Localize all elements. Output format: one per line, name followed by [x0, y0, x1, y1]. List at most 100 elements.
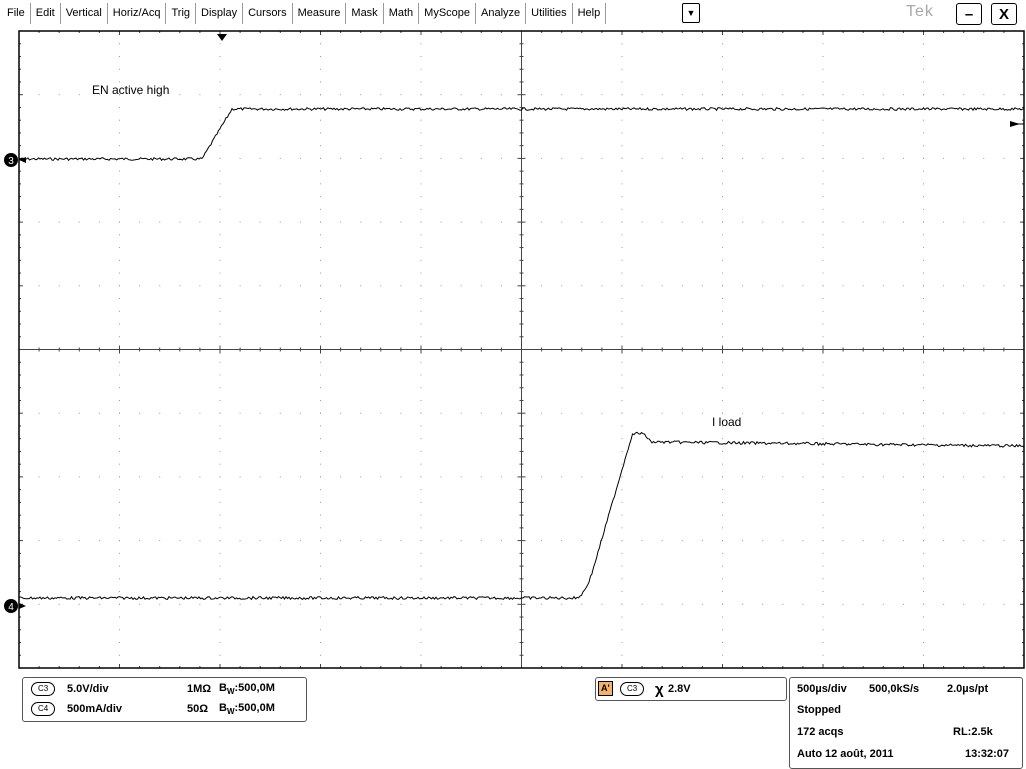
- close-button[interactable]: X: [991, 3, 1017, 25]
- grid-dot: [98, 221, 100, 223]
- grid-dot: [119, 654, 120, 656]
- grid-dot: [701, 412, 703, 414]
- chevron-down-icon[interactable]: ▼: [682, 3, 700, 23]
- grid-dot: [420, 450, 422, 452]
- grid-dot: [299, 603, 301, 605]
- grid-dot: [380, 412, 382, 414]
- grid-dot: [420, 247, 422, 249]
- trigger-position-icon[interactable]: [217, 34, 227, 41]
- datetime-row: Auto 12 août, 2011 13:32:07: [790, 745, 1022, 763]
- grid-dot: [279, 412, 281, 414]
- grid-dot: [259, 603, 261, 605]
- grid-dot: [320, 247, 321, 249]
- grid-dot: [722, 81, 723, 83]
- grid-dot: [701, 476, 703, 478]
- grid-dot: [923, 157, 924, 159]
- ch3-ground-marker[interactable]: 3: [4, 153, 18, 167]
- trigger-mode-badge: A': [598, 681, 613, 696]
- menu-item-help[interactable]: Help: [573, 3, 607, 24]
- grid-dot: [1003, 476, 1005, 478]
- grid-dot: [320, 361, 321, 363]
- grid-dot: [179, 94, 181, 96]
- grid-dot: [219, 425, 221, 427]
- grid-dot: [661, 603, 663, 605]
- grid-dot: [822, 234, 824, 236]
- grid-dot: [923, 654, 924, 656]
- grid-dot: [139, 412, 141, 414]
- menu-item-trig[interactable]: Trig: [166, 3, 197, 24]
- ch4-ground-marker[interactable]: 4: [4, 599, 18, 613]
- grid-dot: [762, 285, 764, 287]
- grid-dot: [119, 196, 120, 198]
- grid-dot: [340, 603, 342, 605]
- grid-dot: [621, 196, 623, 198]
- grid-dot: [963, 285, 965, 287]
- grid-dot: [360, 476, 362, 478]
- grid-dot: [722, 476, 723, 478]
- grid-dot: [119, 336, 120, 338]
- grid-dot: [320, 157, 321, 159]
- grid-dot: [621, 208, 623, 210]
- grid-dot: [139, 476, 141, 478]
- menu-item-measure[interactable]: Measure: [293, 3, 347, 24]
- menu-item-mask[interactable]: Mask: [346, 3, 384, 24]
- grid-dot: [802, 603, 804, 605]
- acquisition-info-panel[interactable]: 500µs/div 500,0kS/s 2.0µs/pt Stopped 172…: [789, 677, 1023, 769]
- grid-dot: [119, 132, 120, 134]
- grid-dot: [923, 489, 924, 491]
- svg-text:4: 4: [8, 602, 14, 613]
- grid-dot: [139, 94, 141, 96]
- grid-dot: [320, 540, 321, 542]
- grid-dot: [762, 476, 764, 478]
- menu-item-math[interactable]: Math: [384, 3, 420, 24]
- grid-dot: [621, 578, 623, 580]
- channel-badge: C3: [31, 682, 56, 696]
- grid-dot: [923, 591, 924, 593]
- grid-dot: [681, 221, 683, 223]
- grid-dot: [38, 94, 40, 96]
- menu-item-vertical[interactable]: Vertical: [61, 3, 108, 24]
- menu-item-file[interactable]: File: [2, 3, 31, 24]
- grid-dot: [440, 412, 442, 414]
- grid-dot: [119, 285, 120, 287]
- grid-dot: [420, 336, 422, 338]
- grid-dot: [762, 94, 764, 96]
- grid-dot: [923, 208, 924, 210]
- grid-dot: [742, 412, 744, 414]
- grid-dot: [420, 81, 422, 83]
- ch4-trace: [19, 431, 1025, 601]
- grid-dot: [963, 412, 965, 414]
- grid-dot: [581, 476, 583, 478]
- grid-dot: [299, 285, 301, 287]
- grid-dot: [923, 629, 924, 631]
- menu-item-myscope[interactable]: MyScope: [419, 3, 477, 24]
- trigger-info-panel[interactable]: A' C3 χ 2.8V: [595, 677, 787, 701]
- grid-dot: [923, 298, 924, 300]
- grid-dot: [159, 540, 161, 542]
- grid-dot: [320, 259, 321, 261]
- menu-item-horiz-acq[interactable]: Horiz/Acq: [108, 3, 167, 24]
- menu-item-edit[interactable]: Edit: [31, 3, 61, 24]
- grid-dot: [963, 476, 965, 478]
- menu-item-analyze[interactable]: Analyze: [476, 3, 527, 24]
- grid-dot: [842, 94, 844, 96]
- grid-dot: [943, 540, 945, 542]
- grid-dot: [862, 94, 864, 96]
- grid-dot: [119, 501, 120, 503]
- grid-dot: [722, 578, 723, 580]
- grid-dot: [822, 81, 824, 83]
- grid-dot: [621, 387, 623, 389]
- grid-dot: [983, 285, 985, 287]
- menu-item-cursors[interactable]: Cursors: [243, 3, 293, 24]
- grid-dot: [802, 540, 804, 542]
- menu-list: File Edit Vertical Horiz/Acq Trig Display Curs…: [2, 3, 607, 24]
- menu-item-display[interactable]: Display: [196, 3, 244, 24]
- grid-dot: [701, 285, 703, 287]
- grid-dot: [219, 132, 221, 134]
- grid-dot: [259, 540, 261, 542]
- channel-info-panel[interactable]: C3 5.0V/div 1MΩ BW:500,0M C4 500mA/div 5…: [22, 677, 307, 722]
- minimize-button[interactable]: –: [956, 3, 982, 25]
- grid-dot: [78, 603, 80, 605]
- grid-dot: [440, 157, 442, 159]
- menu-item-utilities[interactable]: Utilities: [526, 3, 573, 24]
